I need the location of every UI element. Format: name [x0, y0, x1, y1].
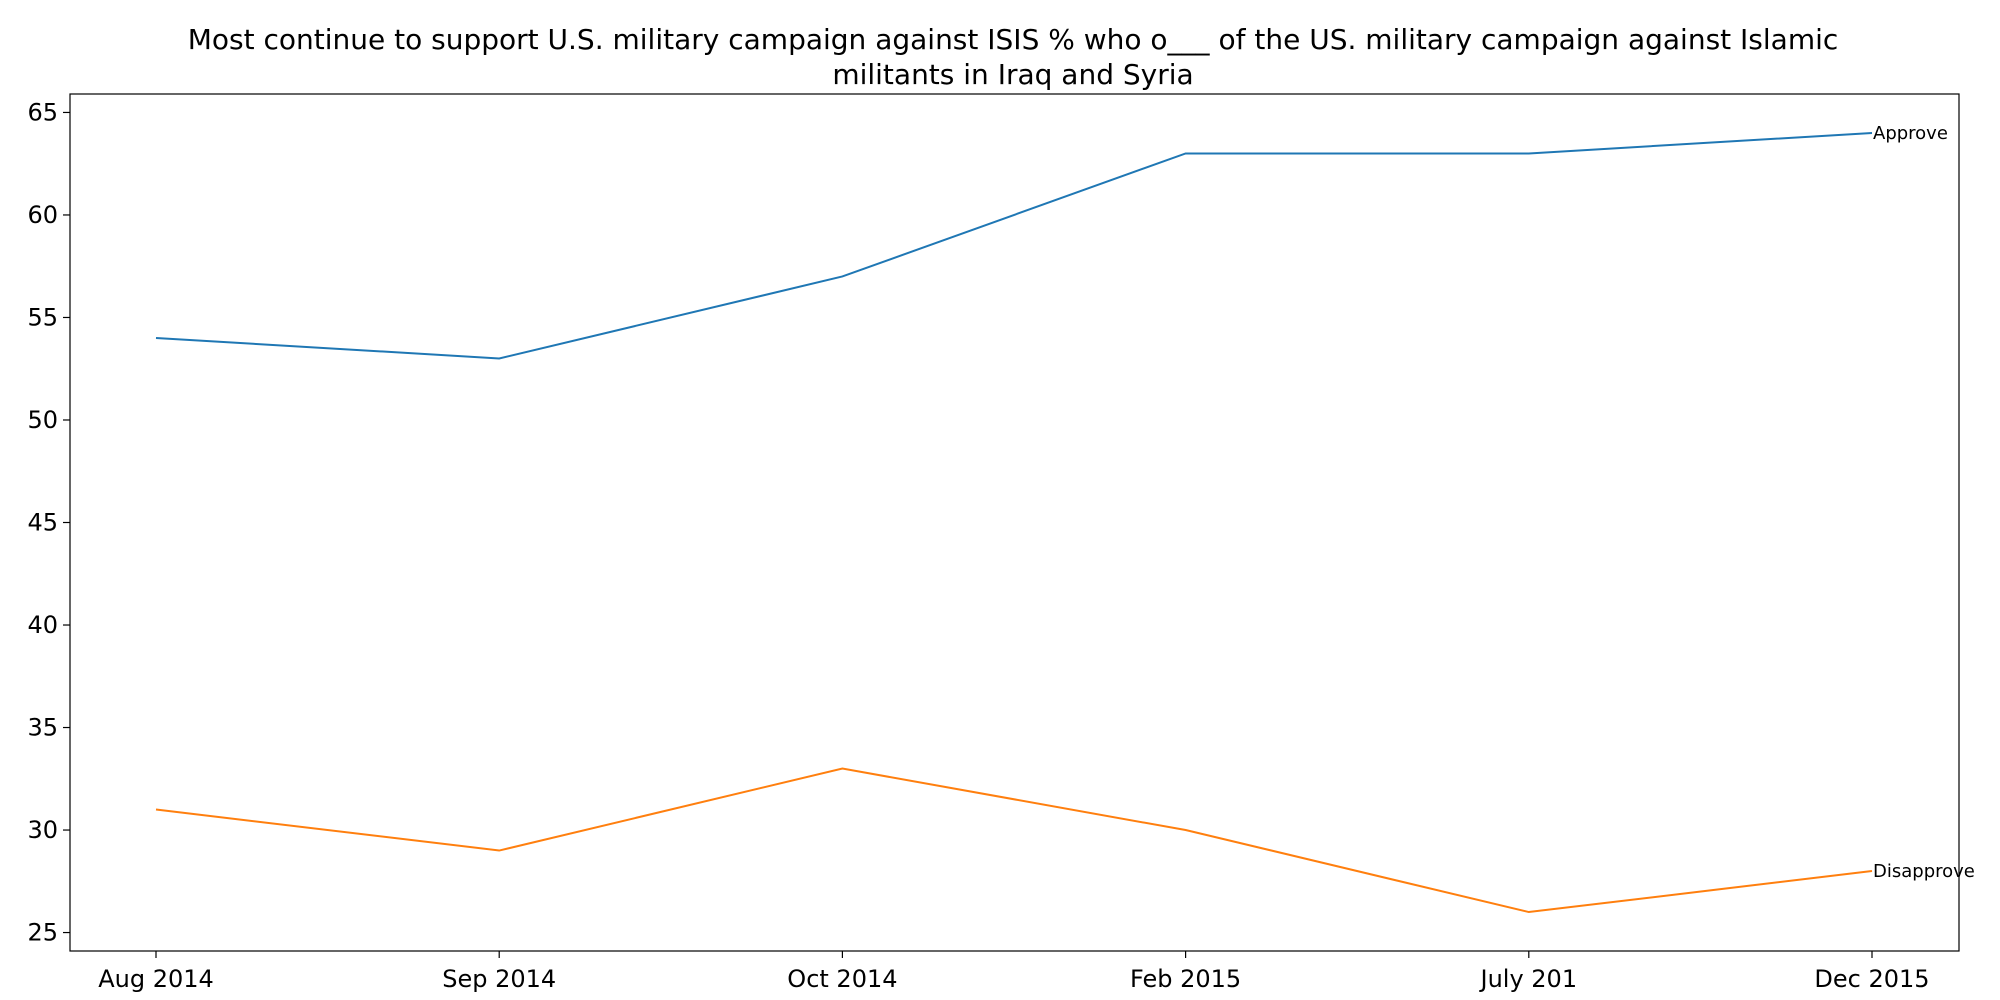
series-line-disapprove — [155, 767, 1873, 914]
series-label-approve: Approve — [1873, 123, 1948, 144]
y-tick-label: 65 — [27, 98, 58, 126]
y-axis: 25 30 35 40 45 50 55 60 65 — [27, 98, 70, 947]
y-tick-label: 25 — [27, 919, 58, 947]
y-tick-label: 50 — [27, 406, 58, 434]
y-tick-label: 55 — [27, 303, 58, 331]
y-tick-label: 60 — [27, 201, 58, 229]
series-label-disapprove: Disapprove — [1873, 861, 1975, 882]
x-tick-label: Feb 2015 — [1130, 965, 1241, 993]
chart-title-line-1: Most continue to support U.S. military c… — [188, 23, 1839, 56]
x-tick-label: Dec 2015 — [1814, 965, 1929, 993]
x-tick-label: Oct 2014 — [787, 965, 897, 993]
y-tick-label: 35 — [27, 714, 58, 742]
series-line-approve — [155, 131, 1873, 360]
x-tick-label: Aug 2014 — [98, 965, 214, 993]
x-tick-label: Sep 2014 — [442, 965, 556, 993]
y-tick-label: 45 — [27, 509, 58, 537]
x-tick-label: July 201 — [1478, 965, 1577, 993]
chart-title-line-2: militants in Iraq and Syria — [832, 58, 1193, 91]
plot-area-frame — [69, 93, 1960, 952]
y-tick-label: 40 — [27, 611, 58, 639]
y-tick-label: 30 — [27, 816, 58, 844]
x-axis: Aug 2014 Sep 2014 Oct 2014 Feb 2015 July 201… — [98, 951, 1930, 993]
series-layer: Approve Disapprove — [155, 123, 1975, 914]
